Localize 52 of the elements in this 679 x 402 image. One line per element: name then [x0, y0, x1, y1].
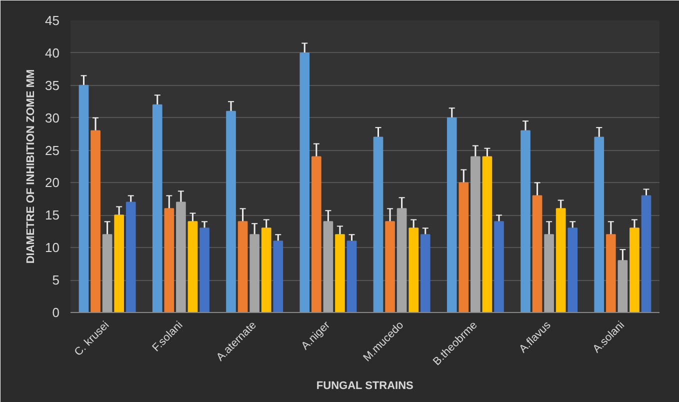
- bar: [200, 228, 210, 312]
- bar: [482, 156, 492, 312]
- bar: [408, 228, 419, 312]
- bar: [261, 228, 272, 312]
- bar: [396, 208, 407, 312]
- bar: [594, 136, 604, 312]
- bar: [90, 130, 100, 312]
- bar: [373, 136, 384, 312]
- bar: [520, 130, 530, 312]
- y-tick-label: 5: [52, 272, 60, 288]
- bar: [226, 110, 236, 312]
- bar: [641, 195, 652, 312]
- bar: [385, 221, 395, 312]
- bar: [335, 234, 345, 312]
- y-tick-label: 35: [45, 78, 60, 93]
- bar: [300, 52, 310, 312]
- bar: [176, 202, 186, 312]
- bar: [532, 195, 542, 312]
- bar: [311, 156, 322, 312]
- bar: [164, 208, 174, 312]
- y-tick-label: 10: [45, 240, 60, 256]
- bar: [446, 117, 457, 312]
- y-tick-label: 25: [45, 142, 60, 158]
- y-tick-label: 30: [45, 110, 60, 126]
- bar: [126, 202, 136, 312]
- bar: [630, 228, 640, 312]
- bar: [618, 260, 628, 312]
- bar: [114, 214, 124, 312]
- bar: [323, 221, 334, 312]
- bar: [188, 221, 198, 312]
- bar: [250, 234, 260, 312]
- bar: [238, 221, 248, 312]
- bar: [102, 234, 112, 312]
- bar: [568, 228, 578, 312]
- bar: [152, 104, 162, 312]
- bar: [470, 156, 480, 312]
- y-tick-label: 15: [45, 208, 60, 223]
- bar: [544, 234, 554, 312]
- y-tick-label: 45: [45, 13, 60, 28]
- bar: [346, 240, 357, 312]
- bar: [494, 221, 504, 312]
- bar: [273, 240, 284, 312]
- bar: [78, 84, 89, 312]
- y-axis-title: DIAMETRE OF INHIBITION ZOME MM: [25, 69, 38, 264]
- bar: [606, 234, 616, 312]
- x-axis-title: FUNGAL STRAINS: [316, 380, 414, 392]
- bar: [420, 234, 430, 312]
- y-tick-label: 20: [45, 175, 60, 190]
- bar: [458, 182, 469, 312]
- y-tick-label: 40: [45, 45, 60, 60]
- y-tick-label: 0: [52, 305, 60, 320]
- bar: [556, 208, 566, 312]
